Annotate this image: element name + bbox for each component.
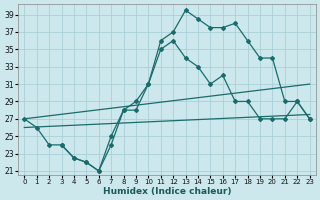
X-axis label: Humidex (Indice chaleur): Humidex (Indice chaleur) (103, 187, 231, 196)
